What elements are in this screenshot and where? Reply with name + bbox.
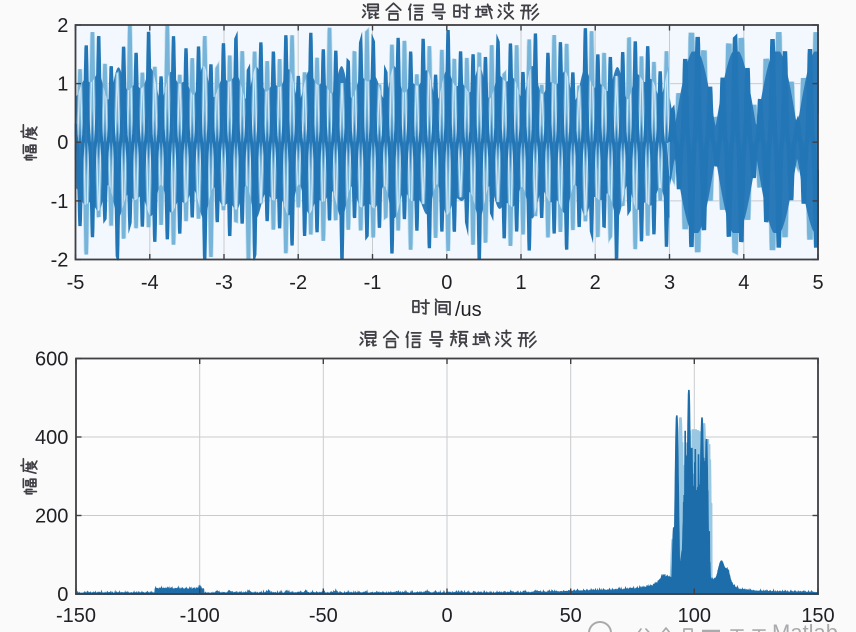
svg-text:/us: /us <box>455 299 482 321</box>
svg-text:-2: -2 <box>51 250 69 272</box>
svg-text:400: 400 <box>35 427 68 449</box>
svg-text:-4: -4 <box>141 272 159 294</box>
svg-text:-5: -5 <box>67 272 85 294</box>
svg-text:-1: -1 <box>51 191 69 213</box>
svg-text:2: 2 <box>590 272 601 294</box>
svg-text:50: 50 <box>560 605 582 627</box>
svg-text:0: 0 <box>441 605 452 627</box>
svg-text:1: 1 <box>57 74 68 96</box>
svg-text:-1: -1 <box>364 272 382 294</box>
svg-text:1: 1 <box>515 272 526 294</box>
svg-text:-3: -3 <box>215 272 233 294</box>
svg-text:0: 0 <box>57 132 68 154</box>
svg-text:-150: -150 <box>56 605 96 627</box>
svg-text:Matlab: Matlab <box>772 620 838 632</box>
svg-text:0: 0 <box>441 272 452 294</box>
svg-text:2: 2 <box>57 15 68 37</box>
svg-text:-2: -2 <box>289 272 307 294</box>
svg-text:0: 0 <box>57 584 68 606</box>
svg-text:100: 100 <box>678 605 711 627</box>
svg-text:4: 4 <box>738 272 749 294</box>
svg-text:200: 200 <box>35 506 68 528</box>
svg-text:-100: -100 <box>180 605 220 627</box>
svg-text:5: 5 <box>812 272 823 294</box>
svg-text:150: 150 <box>801 605 834 627</box>
svg-text:-50: -50 <box>309 605 338 627</box>
svg-text:600: 600 <box>35 349 68 371</box>
svg-text:3: 3 <box>664 272 675 294</box>
